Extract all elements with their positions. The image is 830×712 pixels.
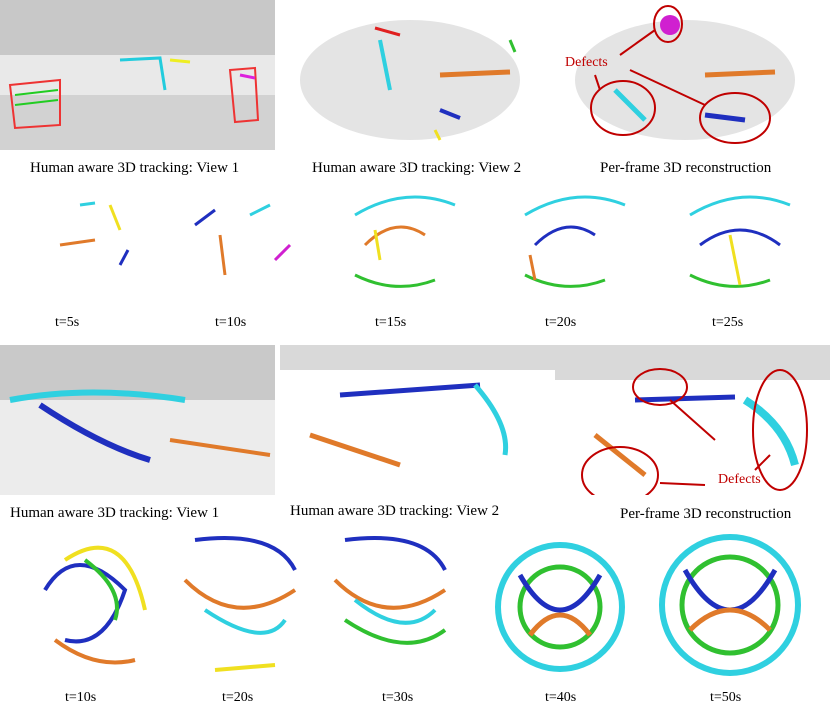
- trajectory-snapshot-bottom-4: [490, 535, 630, 680]
- caption-perframe-top: Per-frame 3D reconstruction: [600, 160, 772, 176]
- view1-reconstruction-bottom: [0, 345, 275, 495]
- caption-view1-bottom: Human aware 3D tracking: View 1: [10, 505, 220, 521]
- time-label-top-2: t=10s: [215, 315, 247, 330]
- trajectory-snapshot-bottom-1: [25, 530, 155, 680]
- trajectory-snapshot-bottom-2: [175, 530, 310, 680]
- defects-label-bottom: Defects: [718, 472, 761, 487]
- caption-view2-bottom: Human aware 3D tracking: View 2: [290, 503, 500, 519]
- caption-view2-top: Human aware 3D tracking: View 2: [312, 160, 522, 176]
- time-label-top-1: t=5s: [55, 315, 80, 330]
- time-label-bottom-2: t=20s: [222, 690, 254, 705]
- time-label-top-5: t=25s: [712, 315, 744, 330]
- view1-reconstruction-top: [0, 0, 275, 150]
- view2-reconstruction-bottom: [280, 345, 555, 495]
- perframe-reconstruction-top: [555, 0, 830, 150]
- trajectory-snapshot-top-3: [335, 185, 465, 305]
- time-label-bottom-1: t=10s: [65, 690, 97, 705]
- perframe-reconstruction-bottom: [555, 345, 830, 495]
- trajectory-snapshot-bottom-5: [655, 530, 805, 680]
- caption-perframe-bottom: Per-frame 3D reconstruction: [620, 506, 792, 522]
- time-label-bottom-5: t=50s: [710, 690, 742, 705]
- time-label-bottom-3: t=30s: [382, 690, 414, 705]
- trajectory-snapshot-top-1: [20, 185, 150, 305]
- view2-reconstruction-top: [280, 0, 555, 150]
- time-label-top-4: t=20s: [545, 315, 577, 330]
- time-label-top-3: t=15s: [375, 315, 407, 330]
- trajectory-snapshot-top-4: [505, 185, 635, 305]
- trajectory-snapshot-bottom-3: [325, 530, 460, 680]
- trajectory-snapshot-top-2: [180, 185, 310, 305]
- caption-view1-top: Human aware 3D tracking: View 1: [30, 160, 240, 176]
- defects-label-top: Defects: [565, 55, 608, 70]
- time-label-bottom-4: t=40s: [545, 690, 577, 705]
- trajectory-snapshot-top-5: [670, 185, 810, 305]
